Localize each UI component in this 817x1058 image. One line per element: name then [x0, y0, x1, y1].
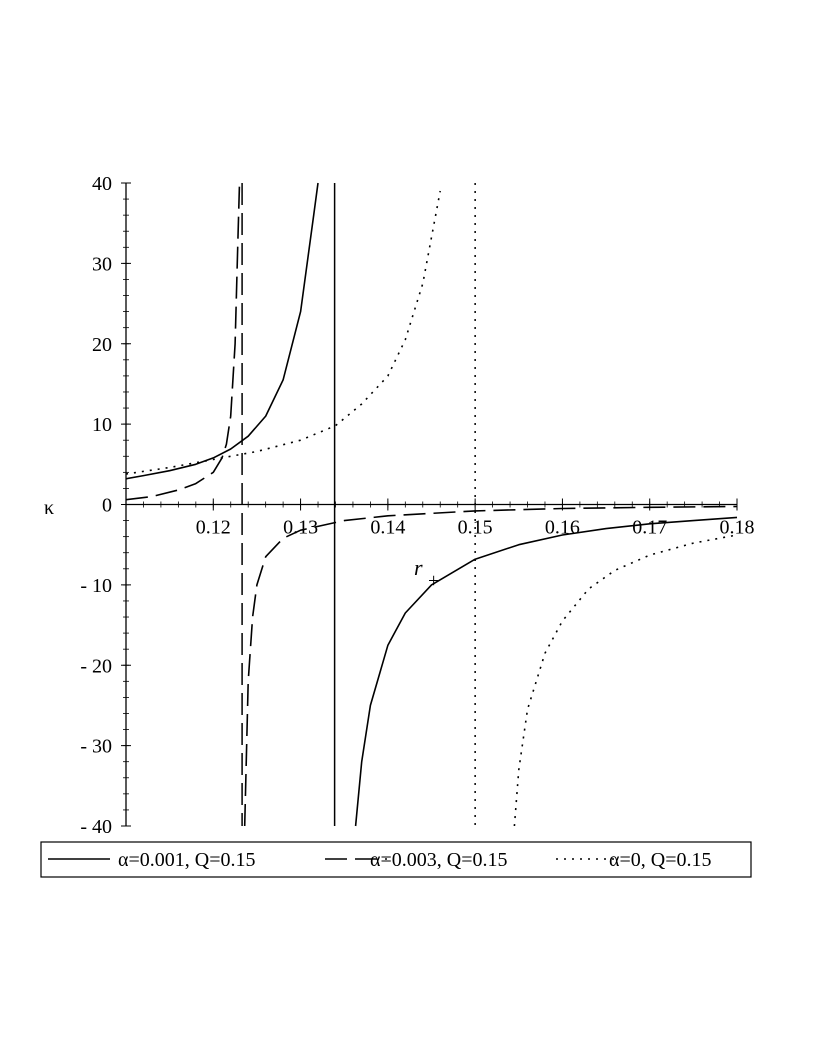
- x-tick-label: 0.17: [632, 517, 667, 539]
- legend-entry-2: α=0, Q=0.15: [609, 849, 711, 871]
- legend: α=0.001, Q=0.15 α=0.003, Q=0.15 α=0, Q=0.1…: [40, 841, 752, 878]
- x-tick-label: 0.16: [545, 517, 580, 539]
- series-0-left-branch: [125, 182, 319, 480]
- y-tick-label: 40: [92, 173, 112, 195]
- y-tick-label: - 10: [80, 575, 112, 597]
- y-tick-label: - 40: [80, 816, 112, 838]
- series-0-right-branch: [354, 516, 738, 827]
- x-tick-label: 0.15: [458, 517, 493, 539]
- y-tick-label: 20: [92, 334, 112, 356]
- curves: [125, 182, 738, 827]
- x-tick-label: 0.13: [283, 517, 318, 539]
- legend-box: [40, 841, 752, 878]
- x-tick-label: 0.12: [196, 517, 231, 539]
- series-2-left-branch: [125, 190, 441, 475]
- ticks: 0.12 0.13 0.14 0.15 0.16 0.17 0.18 40 30 20 10 0 - 1…: [80, 173, 754, 838]
- axes: [125, 183, 737, 826]
- y-tick-label: - 20: [80, 655, 112, 677]
- y-tick-label: 30: [92, 253, 112, 275]
- y-axis-label: κ: [44, 497, 54, 519]
- x-axis-label-subscript: +: [428, 570, 439, 592]
- x-axis-label: r: [414, 555, 423, 580]
- y-tick-label: - 30: [80, 736, 112, 758]
- series-1-left-branch: [125, 182, 241, 501]
- y-tick-label: 0: [102, 495, 112, 517]
- x-tick-label: 0.14: [370, 517, 405, 539]
- y-tick-label: 10: [92, 414, 112, 436]
- legend-entry-1: α=0.003, Q=0.15: [370, 849, 507, 871]
- x-tick-label: 0.18: [720, 517, 755, 539]
- legend-entry-0: α=0.001, Q=0.15: [118, 849, 255, 871]
- series-2-right-branch: [513, 534, 738, 827]
